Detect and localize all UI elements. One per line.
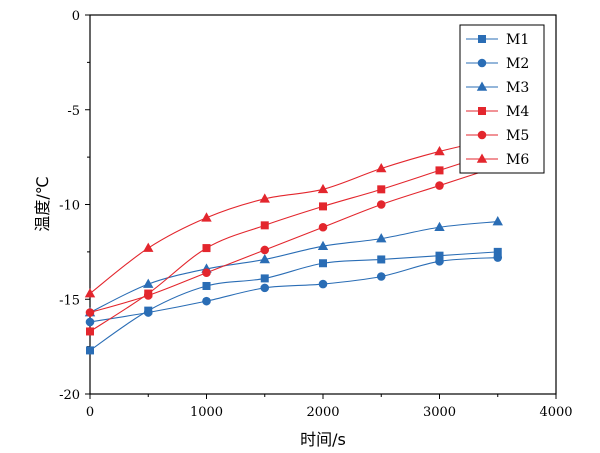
y-tick-label: -5 bbox=[67, 104, 80, 119]
data-point-m4 bbox=[377, 185, 386, 194]
data-point-m3 bbox=[376, 233, 387, 243]
legend-marker-m1 bbox=[478, 35, 486, 43]
data-point-m3 bbox=[259, 253, 270, 264]
data-point-m4 bbox=[260, 221, 269, 230]
data-point-m5 bbox=[260, 245, 270, 255]
data-point-m6 bbox=[434, 145, 445, 156]
data-point-m1 bbox=[202, 281, 211, 290]
data-point-m3 bbox=[317, 240, 329, 250]
x-tick-label: 3000 bbox=[423, 405, 456, 420]
legend-marker-m5 bbox=[477, 130, 487, 140]
series-line-m1 bbox=[90, 251, 498, 351]
data-point-m5 bbox=[143, 291, 153, 300]
y-tick-label: 0 bbox=[72, 9, 80, 24]
legend-marker-m6 bbox=[476, 153, 488, 163]
x-tick-label: 4000 bbox=[539, 405, 572, 420]
data-point-m4 bbox=[202, 244, 211, 253]
data-point-m5 bbox=[202, 268, 211, 278]
data-point-m2 bbox=[260, 283, 270, 293]
data-point-m3 bbox=[492, 216, 503, 226]
data-point-m6 bbox=[376, 162, 387, 173]
series-line-m4 bbox=[90, 150, 498, 332]
y-axis-title: 温度/℃ bbox=[33, 176, 52, 231]
data-point-m6 bbox=[84, 288, 96, 298]
data-point-m3 bbox=[143, 278, 154, 288]
data-point-m2 bbox=[493, 253, 503, 262]
legend-box bbox=[459, 24, 545, 174]
data-point-m1 bbox=[377, 255, 386, 264]
y-tick-label: -10 bbox=[59, 199, 80, 214]
data-point-m2 bbox=[435, 257, 444, 266]
series-line-m3 bbox=[90, 221, 498, 314]
data-point-m2 bbox=[143, 308, 153, 317]
data-point-m1 bbox=[86, 346, 94, 355]
data-point-m6 bbox=[143, 242, 154, 252]
legend-label-m2: M2 bbox=[506, 56, 529, 72]
data-point-m5 bbox=[85, 308, 95, 317]
data-point-m1 bbox=[319, 259, 327, 268]
x-tick-label: 0 bbox=[86, 405, 94, 420]
legend-label-m6: M6 bbox=[506, 152, 529, 168]
data-point-m1 bbox=[435, 251, 444, 260]
legend-marker-m2 bbox=[477, 58, 487, 68]
legend-label-m4: M4 bbox=[506, 104, 529, 120]
data-point-m1 bbox=[260, 274, 269, 283]
data-point-m5 bbox=[376, 200, 386, 209]
data-point-m4 bbox=[86, 327, 94, 336]
legend-label-m5: M5 bbox=[506, 128, 529, 144]
y-tick-label: -20 bbox=[59, 388, 80, 403]
x-axis-title: 时间/s bbox=[300, 430, 346, 449]
data-point-m2 bbox=[85, 317, 95, 327]
data-point-m6 bbox=[259, 193, 270, 203]
data-point-m4 bbox=[435, 166, 444, 175]
x-tick-label: 2000 bbox=[306, 405, 339, 420]
data-point-m5 bbox=[318, 222, 328, 232]
data-point-m2 bbox=[202, 296, 211, 306]
series-line-m2 bbox=[90, 257, 498, 323]
legend-label-m3: M3 bbox=[506, 80, 529, 96]
data-point-m3 bbox=[434, 221, 445, 232]
legend-marker-m4 bbox=[478, 107, 486, 115]
y-tick-label: -15 bbox=[59, 293, 80, 308]
legend-label-m1: M1 bbox=[506, 32, 529, 48]
data-point-m4 bbox=[319, 202, 327, 211]
data-point-m6 bbox=[201, 212, 212, 222]
series-line-m5 bbox=[90, 166, 498, 314]
data-point-m2 bbox=[318, 279, 328, 289]
data-point-m6 bbox=[317, 183, 329, 194]
legend-marker-m3 bbox=[476, 81, 488, 91]
data-point-m5 bbox=[435, 181, 444, 190]
data-point-m1 bbox=[493, 247, 502, 256]
x-tick-label: 1000 bbox=[190, 405, 223, 420]
data-point-m2 bbox=[376, 272, 386, 281]
